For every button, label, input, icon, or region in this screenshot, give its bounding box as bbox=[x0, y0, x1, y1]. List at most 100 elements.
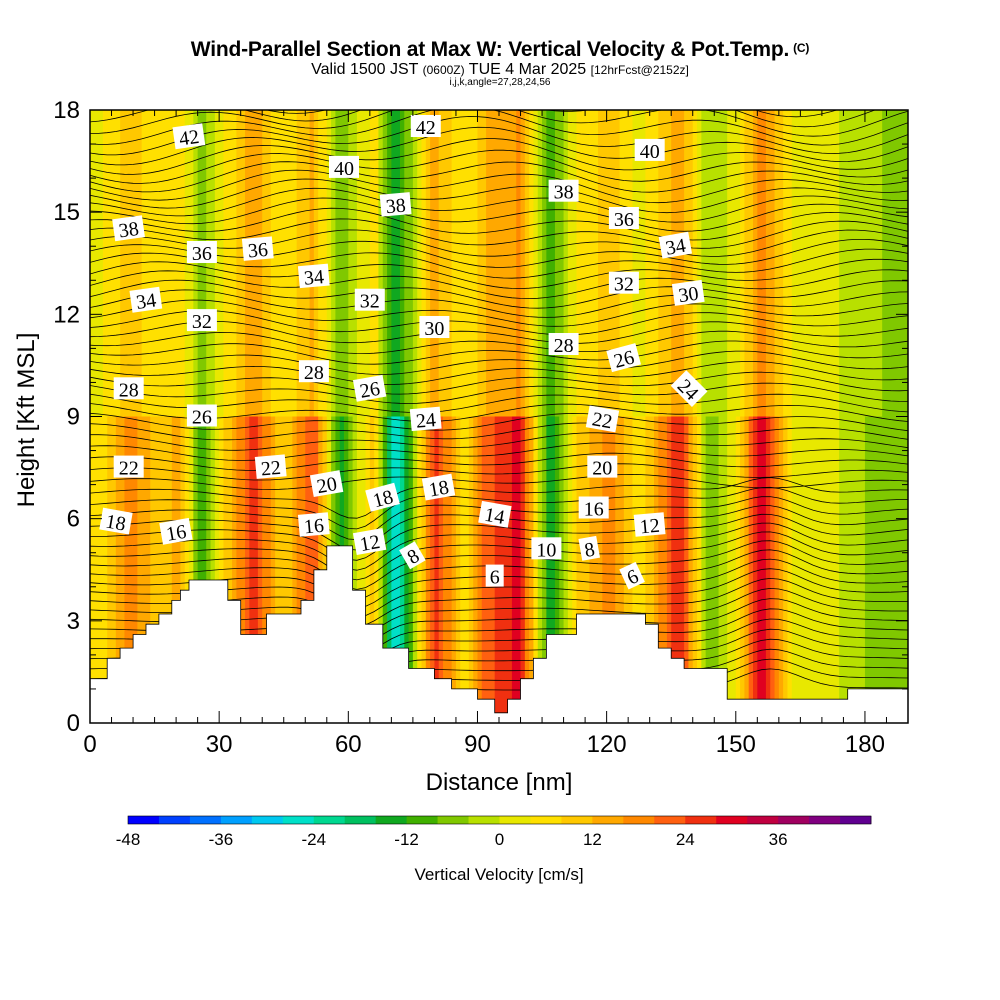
isentrope-line bbox=[90, 393, 908, 414]
field-cell bbox=[899, 110, 905, 417]
field-cell bbox=[279, 416, 285, 723]
field-cell bbox=[206, 416, 212, 723]
colorbar-tick-label: -48 bbox=[116, 830, 141, 849]
contour-label-text: 10 bbox=[536, 539, 556, 561]
contour-label: 20 bbox=[309, 470, 344, 498]
contour-label-bg bbox=[298, 360, 329, 383]
field-cell bbox=[649, 110, 655, 417]
contour-label: 16 bbox=[297, 512, 330, 538]
field-cell bbox=[804, 110, 810, 417]
field-cell bbox=[270, 416, 276, 723]
isentrope-line bbox=[90, 463, 908, 481]
contour-label-bg bbox=[634, 138, 665, 161]
field-cell bbox=[133, 416, 138, 723]
field-cell bbox=[520, 110, 526, 417]
field-cell bbox=[378, 110, 384, 417]
x-tick-label: 150 bbox=[716, 731, 756, 758]
field-cell bbox=[886, 416, 892, 723]
subtitle-valid: Valid 1500 JST bbox=[311, 61, 419, 78]
contour-label: 28 bbox=[548, 333, 579, 357]
field-cell bbox=[447, 416, 453, 723]
colorbar-swatch bbox=[282, 816, 315, 824]
contour-label-text: 16 bbox=[584, 499, 604, 521]
contour-label-text: 20 bbox=[315, 473, 339, 498]
contour-label-bg bbox=[419, 316, 450, 338]
contour-label: 14 bbox=[478, 500, 512, 529]
field-cell bbox=[524, 416, 530, 723]
contour-label-text: 12 bbox=[639, 515, 661, 539]
field-cell bbox=[576, 416, 582, 723]
isentrope-line bbox=[265, 110, 839, 118]
field-cell bbox=[184, 110, 190, 417]
field-cell bbox=[860, 416, 866, 723]
contour-label: 42 bbox=[172, 123, 206, 150]
field-cell bbox=[270, 110, 276, 417]
isentrope-line bbox=[90, 371, 908, 395]
field-cell bbox=[567, 416, 573, 723]
field-cell bbox=[550, 110, 556, 417]
contour-label-text: 26 bbox=[358, 378, 382, 403]
contour-label-bg bbox=[606, 343, 641, 373]
field-cell bbox=[787, 416, 793, 723]
field-cell bbox=[783, 416, 789, 723]
field-cell bbox=[679, 416, 685, 723]
contour-label: 36 bbox=[186, 241, 217, 265]
field-cell bbox=[653, 416, 659, 723]
isentrope-line bbox=[90, 382, 908, 404]
field-cell bbox=[417, 110, 423, 417]
field-cell bbox=[244, 416, 250, 723]
field-cell bbox=[675, 110, 681, 417]
field-cell bbox=[671, 110, 677, 417]
field-cell bbox=[206, 110, 212, 417]
field-cell bbox=[649, 416, 655, 723]
colorbar-swatch bbox=[747, 816, 779, 824]
colorbar-swatch bbox=[437, 816, 469, 824]
field-cell bbox=[300, 110, 306, 417]
field-cell bbox=[791, 416, 797, 723]
field-cell bbox=[632, 110, 638, 417]
field-cell bbox=[145, 110, 151, 417]
field-cell bbox=[808, 110, 814, 417]
field-cell bbox=[171, 110, 177, 417]
isentrope-line bbox=[90, 432, 908, 451]
field-cell bbox=[524, 110, 530, 417]
field-cell bbox=[451, 416, 457, 723]
field-cell bbox=[753, 110, 758, 417]
field-cell bbox=[111, 110, 117, 417]
colorbar-title: Vertical Velocity [cm/s] bbox=[414, 865, 583, 884]
field-cell bbox=[499, 110, 504, 417]
field-cell bbox=[714, 110, 720, 417]
isentrope-line bbox=[90, 207, 908, 241]
field-cell bbox=[137, 416, 143, 723]
field-cell bbox=[438, 416, 444, 723]
field-cell bbox=[266, 416, 272, 723]
field-cell bbox=[563, 110, 569, 417]
contour-label: 32 bbox=[354, 288, 385, 313]
y-tick-label: 12 bbox=[53, 301, 80, 328]
contour-label-text: 40 bbox=[640, 141, 660, 163]
contour-label-bg bbox=[297, 263, 330, 289]
contour-label-text: 32 bbox=[192, 311, 212, 333]
field-cell bbox=[374, 110, 380, 417]
field-cell bbox=[503, 416, 509, 723]
colorbar-swatch bbox=[220, 816, 253, 824]
y-tick-label: 9 bbox=[67, 404, 80, 431]
field-cell bbox=[399, 416, 405, 723]
field-cell bbox=[830, 416, 836, 723]
contour-label: 18 bbox=[99, 507, 133, 536]
field-cell bbox=[826, 416, 832, 723]
field-cell bbox=[434, 416, 440, 723]
colorbar-swatch bbox=[158, 816, 191, 824]
isentrope-line bbox=[90, 350, 908, 375]
contour-label: 20 bbox=[587, 455, 618, 480]
field-cell bbox=[283, 416, 289, 723]
contour-label-text: 36 bbox=[247, 239, 269, 263]
field-cell bbox=[486, 110, 491, 417]
field-cell bbox=[847, 416, 853, 723]
field-cell bbox=[128, 416, 134, 723]
field-cell bbox=[94, 416, 100, 723]
terrain-mask bbox=[90, 545, 908, 723]
field-cell bbox=[395, 110, 401, 417]
contour-label: 10 bbox=[531, 537, 562, 561]
terrain bbox=[90, 545, 908, 723]
